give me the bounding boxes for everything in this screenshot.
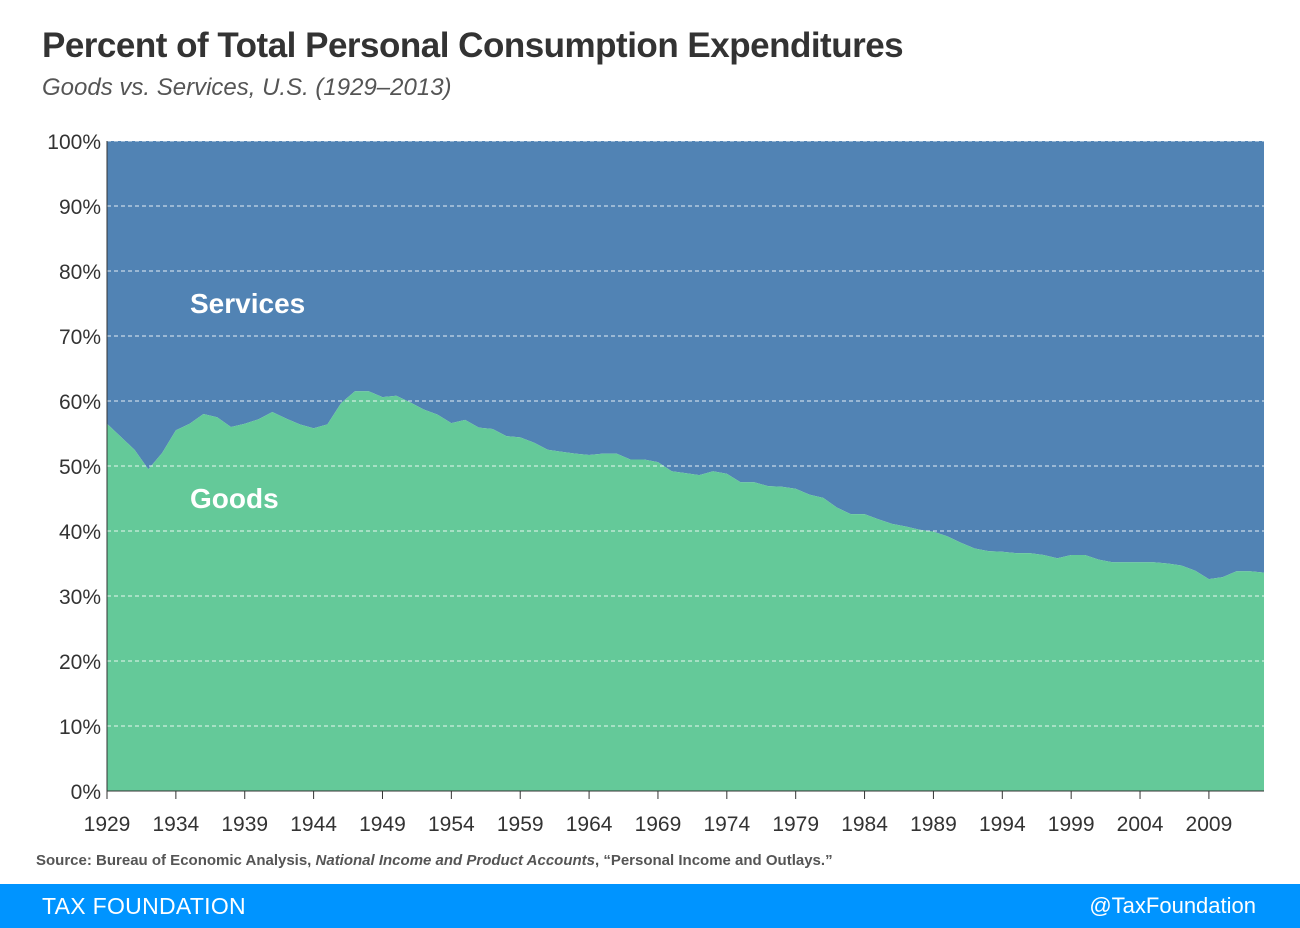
x-tick-label: 1929 — [84, 813, 131, 836]
chart-title: Percent of Total Personal Consumption Ex… — [42, 26, 904, 65]
x-tick-label: 1984 — [841, 813, 888, 836]
chart-subtitle: Goods vs. Services, U.S. (1929–2013) — [42, 74, 452, 101]
x-tick-label: 1934 — [153, 813, 200, 836]
x-tick-label: 1959 — [497, 813, 544, 836]
y-tick-label: 70% — [59, 326, 101, 349]
x-tick-label: 1949 — [359, 813, 406, 836]
y-tick-label: 40% — [59, 521, 101, 544]
services-area — [107, 141, 1264, 580]
x-tick-label: 1979 — [772, 813, 819, 836]
x-tick-label: 2009 — [1186, 813, 1233, 836]
area-chart: 0% 10% 20% 30% 40% 50% 60% 70% 80% 90% 100% 1929 193… — [47, 131, 1264, 836]
x-tick-label: 1939 — [221, 813, 268, 836]
axes: 0% 10% 20% 30% 40% 50% 60% 70% 80% 90% 100% 1929 193… — [47, 131, 1264, 836]
source-note: Source: Bureau of Economic Analysis, Nat… — [36, 852, 833, 869]
x-tick-label: 2004 — [1117, 813, 1164, 836]
x-tick-label: 1974 — [703, 813, 750, 836]
y-tick-label: 90% — [59, 196, 101, 219]
y-tick-label: 30% — [59, 586, 101, 609]
x-tick-label: 1999 — [1048, 813, 1095, 836]
footer-handle: @TaxFoundation — [1089, 893, 1256, 918]
y-tick-label: 60% — [59, 391, 101, 414]
y-tick-label: 100% — [47, 131, 101, 154]
x-tick-label: 1954 — [428, 813, 475, 836]
source-suffix: , “Personal Income and Outlays.” — [595, 852, 833, 869]
y-tick-label: 20% — [59, 651, 101, 674]
x-tick-label: 1944 — [290, 813, 337, 836]
x-tick-label: 1969 — [635, 813, 682, 836]
plot-area — [107, 141, 1264, 791]
y-tick-label: 50% — [59, 456, 101, 479]
source-publication: National Income and Product Accounts — [315, 852, 595, 869]
footer-brand: TAX FOUNDATION — [42, 893, 246, 919]
x-tick-label: 1964 — [566, 813, 613, 836]
goods-area-label: Goods — [190, 483, 279, 514]
y-tick-label: 10% — [59, 716, 101, 739]
x-tick-label: 1989 — [910, 813, 957, 836]
source-prefix: Source: Bureau of Economic Analysis, — [36, 852, 316, 869]
x-tick-label: 1994 — [979, 813, 1026, 836]
y-tick-label: 80% — [59, 261, 101, 284]
footer-bar: TAX FOUNDATION @TaxFoundation — [0, 884, 1300, 928]
area-labels: Services Goods — [190, 288, 305, 514]
gridlines — [107, 140, 1264, 727]
goods-area — [107, 391, 1264, 791]
services-area-label: Services — [190, 288, 305, 319]
y-tick-label: 0% — [71, 781, 101, 804]
